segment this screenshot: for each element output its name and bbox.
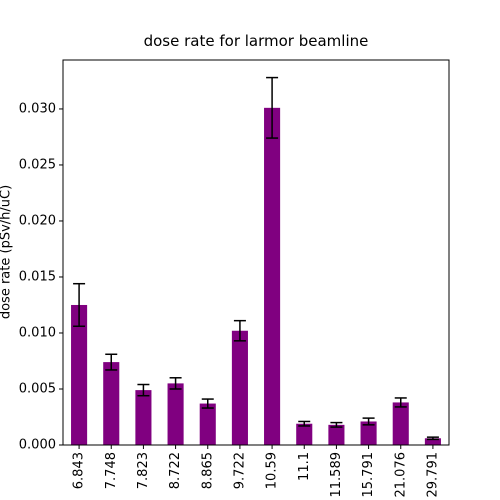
x-tick-label: 7.823 [136,452,151,489]
x-tick-label: 11.589 [329,452,344,498]
bar [392,402,409,445]
x-tick-label: 7.748 [104,452,119,489]
bar [360,421,377,445]
x-tick-label: 15.791 [361,452,376,498]
x-tick-label: 8.722 [168,452,183,489]
bar [328,424,345,445]
x-tick-label: 11.1 [297,452,312,481]
bar [167,383,184,445]
bar [231,330,248,445]
x-tick-label: 10.59 [265,452,280,489]
x-tick-label: 6.843 [72,452,87,489]
bar [103,362,120,445]
bar [135,390,152,445]
bar [264,107,281,445]
x-tick-label: 21.076 [393,452,408,498]
bar [424,438,441,445]
y-tick-label: 0.025 [19,157,56,172]
y-tick-label: 0.000 [19,438,56,453]
y-tick-label: 0.010 [19,325,56,340]
bar [296,423,313,445]
bar [199,403,216,445]
y-axis-label: dose rate (pSv/h/uC) [0,185,14,319]
y-tick-label: 0.015 [19,269,56,284]
y-tick-label: 0.020 [19,213,56,228]
y-tick-label: 0.005 [19,381,56,396]
x-tick-label: 29.791 [425,452,440,498]
y-tick-label: 0.030 [19,101,56,116]
bar [71,304,88,445]
plot-frame [62,59,450,446]
x-tick-label: 8.865 [200,452,215,489]
chart-title: dose rate for larmor beamline [144,32,369,50]
x-tick-label: 9.722 [232,452,247,489]
